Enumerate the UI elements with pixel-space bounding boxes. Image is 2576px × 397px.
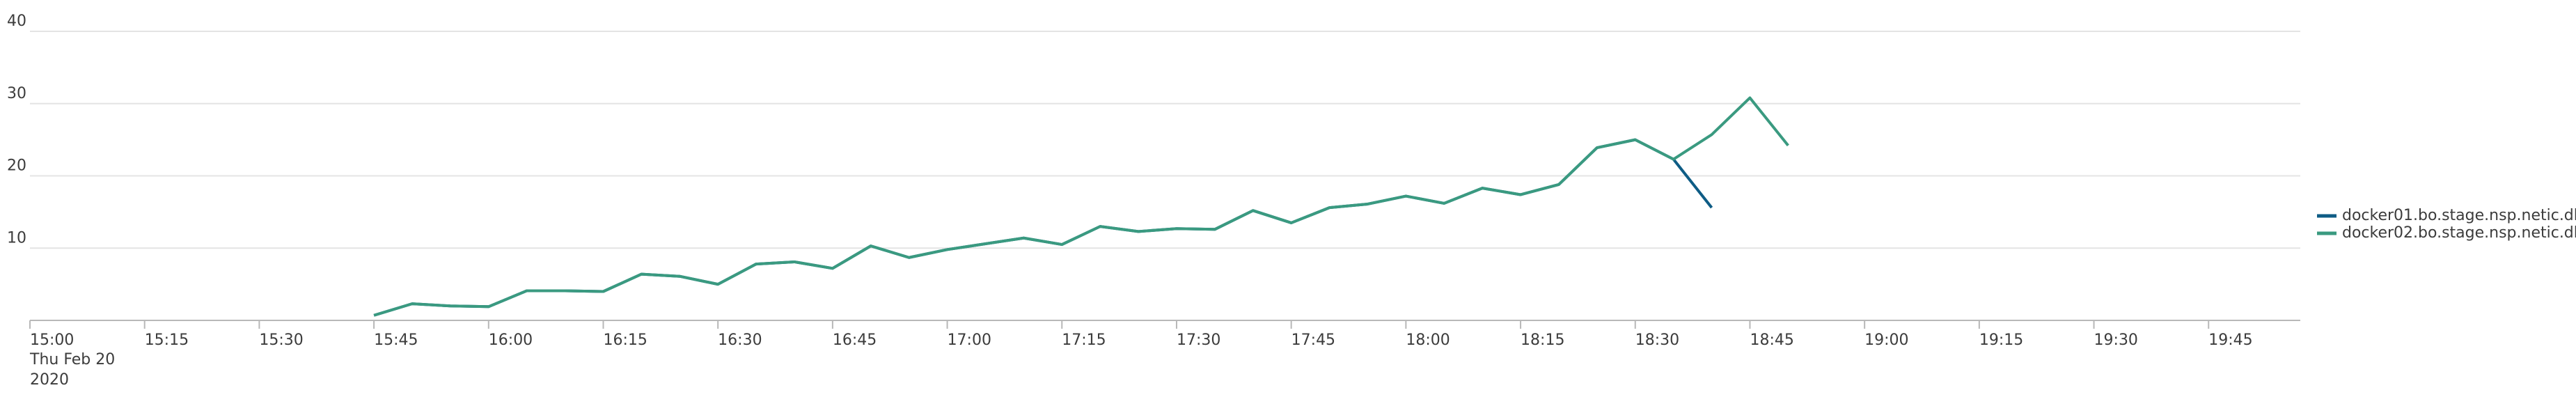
x-tick-label: 17:30 [1177, 332, 1220, 349]
x-tick-label: 19:00 [1864, 332, 1908, 349]
x-tick-label: 15:45 [374, 332, 418, 349]
y-tick-label: 40 [7, 13, 26, 30]
x-date-label: Thu Feb 20 [29, 351, 115, 368]
x-tick-label: 18:15 [1521, 332, 1564, 349]
x-tick-label: 17:00 [948, 332, 991, 349]
series-line [373, 138, 1713, 317]
x-tick-label: 17:15 [1062, 332, 1106, 349]
x-tick-label: 16:00 [489, 332, 533, 349]
series-line [373, 96, 1789, 317]
x-tick-label: 16:15 [603, 332, 647, 349]
x-tick-label: 19:45 [2208, 332, 2252, 349]
y-tick-label: 30 [7, 85, 26, 102]
x-tick-label: 16:30 [718, 332, 762, 349]
x-tick-label: 16:45 [833, 332, 877, 349]
x-tick-label: 17:45 [1291, 332, 1335, 349]
y-tick-label: 10 [7, 229, 26, 247]
x-tick-label: 15:30 [259, 332, 303, 349]
x-tick-label: 18:45 [1750, 332, 1793, 349]
x-tick-label: 19:30 [2094, 332, 2138, 349]
x-tick-label: 18:30 [1635, 332, 1679, 349]
legend-label: docker01.bo.stage.nsp.netic.dk [2342, 207, 2576, 224]
x-tick-label: 18:00 [1406, 332, 1450, 349]
x-tick-label: 15:15 [145, 332, 189, 349]
x-tick-label: 19:15 [1979, 332, 2023, 349]
y-tick-label: 20 [7, 157, 26, 175]
x-tick-label: 15:00 [30, 332, 74, 349]
x-date-label: 2020 [30, 371, 69, 389]
legend-label: docker02.bo.stage.nsp.netic.dk [2342, 224, 2576, 242]
